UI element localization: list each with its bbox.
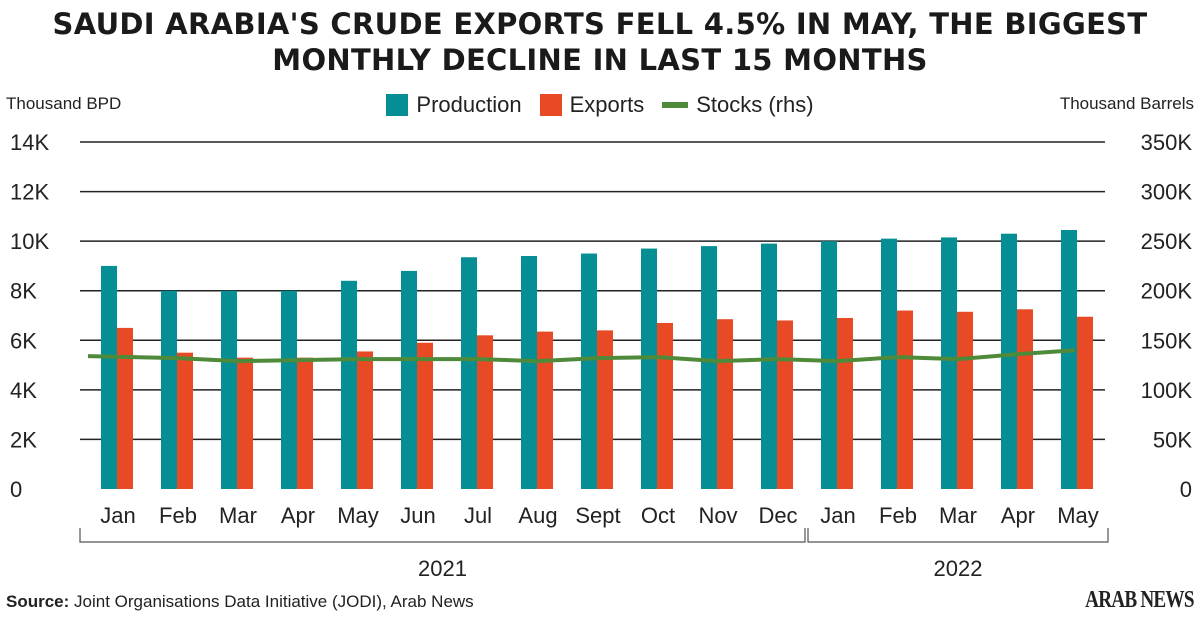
exports-bar [477, 335, 493, 489]
arab-news-logo: ARAB NEWS [1085, 587, 1194, 613]
exports-bar [1077, 316, 1093, 489]
exports-bar [717, 319, 733, 489]
production-bar [581, 253, 597, 489]
y2-tick-label: 350K [1141, 130, 1193, 155]
y-tick-label: 10K [10, 229, 49, 254]
exports-bar [777, 320, 793, 489]
x-tick-label: Mar [219, 503, 257, 528]
exports-bar [297, 357, 313, 489]
exports-bar [357, 351, 373, 489]
y-tick-label: 6K [10, 328, 37, 353]
y2-tick-label: 250K [1141, 229, 1193, 254]
production-bar [941, 237, 957, 489]
y2-tick-label: 300K [1141, 180, 1193, 205]
production-bar [1061, 229, 1077, 489]
production-bar [461, 257, 477, 489]
exports-bar [417, 342, 433, 489]
production-bar [401, 270, 417, 489]
y2-tick-label: 150K [1141, 328, 1193, 353]
chart-title: SAUDI ARABIA'S CRUDE EXPORTS FELL 4.5% I… [52, 7, 1148, 77]
production-bar [641, 248, 657, 489]
y2-tick-label: 50K [1153, 427, 1192, 452]
x-tick-label: Jan [100, 503, 135, 528]
x-tick-label: Apr [1001, 503, 1035, 528]
year-bracket [807, 528, 1109, 543]
exports-bar [537, 331, 553, 489]
legend-exports: Exports [539, 92, 644, 118]
y-tick-label: 4K [10, 378, 37, 403]
exports-bar [597, 330, 613, 489]
legend-swatch [386, 94, 409, 116]
y-tick-label: 14K [10, 130, 49, 155]
production-bar [821, 241, 837, 489]
exports-bar [957, 311, 973, 489]
x-tick-label: Aug [518, 503, 557, 528]
left-axis-label: Thousand BPD [6, 94, 122, 113]
legend-production: Production [386, 92, 522, 118]
right-axis-label: Thousand Barrels [1059, 94, 1194, 113]
exports-bar [1017, 309, 1033, 489]
y-tick-label: 8K [10, 279, 37, 304]
exports-bar [837, 317, 853, 489]
x-tick-label: Feb [159, 503, 197, 528]
source-note: Source: Joint Organisations Data Initiat… [6, 592, 474, 611]
legend-swatch [662, 102, 689, 108]
legend: Production Exports Stocks (rhs) [0, 92, 1200, 118]
legend-stocks: Stocks (rhs) [662, 92, 814, 118]
y2-tick-label: 200K [1141, 279, 1193, 304]
year-label: 2022 [934, 556, 983, 581]
exports-bar [897, 310, 913, 489]
y-tick-label: 2K [10, 427, 37, 452]
x-tick-label: Feb [879, 503, 917, 528]
year-bracket [79, 528, 806, 543]
y-tick-label: 0 [10, 477, 22, 502]
x-tick-label: Apr [281, 503, 315, 528]
x-tick-label: Nov [698, 503, 737, 528]
x-tick-label: May [337, 503, 379, 528]
y2-tick-label: 100K [1141, 378, 1193, 403]
legend-swatch [539, 94, 562, 116]
production-bar [161, 290, 177, 489]
production-bar [881, 238, 897, 489]
production-bar [521, 256, 537, 489]
y2-tick-label: 0 [1180, 477, 1192, 502]
stocks-line [87, 348, 1076, 364]
production-bar [221, 290, 237, 489]
exports-bar [177, 352, 193, 489]
x-tick-label: Sept [575, 503, 620, 528]
x-tick-label: Jan [820, 503, 855, 528]
exports-bar [657, 322, 673, 489]
production-bar [761, 243, 777, 489]
production-bar [701, 246, 717, 489]
x-tick-label: Dec [758, 503, 797, 528]
year-label: 2021 [418, 556, 467, 581]
y-tick-label: 12K [10, 180, 49, 205]
x-tick-label: May [1057, 503, 1099, 528]
production-bar [341, 280, 357, 489]
production-bar [281, 290, 297, 489]
x-tick-label: Jun [400, 503, 435, 528]
production-bar [1001, 233, 1017, 489]
x-tick-label: Jul [464, 503, 492, 528]
x-tick-label: Oct [641, 503, 675, 528]
exports-bar [117, 327, 133, 489]
exports-bar [237, 357, 253, 489]
production-bar [101, 265, 117, 489]
x-tick-label: Mar [939, 503, 977, 528]
